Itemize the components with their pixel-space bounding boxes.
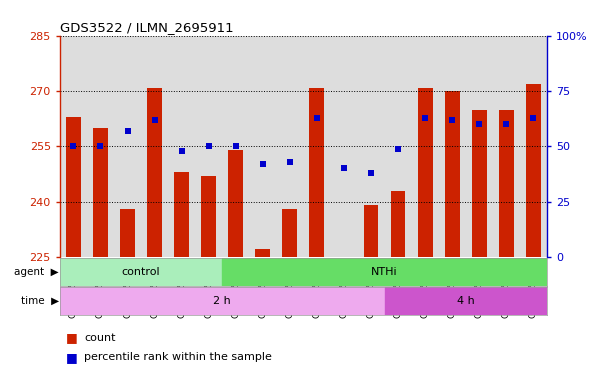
Bar xyxy=(60,36,87,257)
Bar xyxy=(201,176,216,257)
Bar xyxy=(412,36,439,257)
Text: ■: ■ xyxy=(66,351,78,364)
Bar xyxy=(87,36,114,257)
Bar xyxy=(384,36,412,257)
Bar xyxy=(168,36,195,257)
Text: control: control xyxy=(122,267,160,277)
Bar xyxy=(66,117,81,257)
Bar xyxy=(526,84,541,257)
Text: count: count xyxy=(84,333,116,343)
Bar xyxy=(439,36,466,257)
Text: time  ▶: time ▶ xyxy=(21,296,59,306)
Bar xyxy=(93,128,108,257)
Bar xyxy=(222,258,547,286)
Bar xyxy=(114,36,141,257)
Bar xyxy=(492,36,520,257)
Bar xyxy=(309,88,324,257)
Text: NTHi: NTHi xyxy=(371,267,398,277)
Bar xyxy=(60,258,222,286)
Bar xyxy=(120,209,135,257)
Bar xyxy=(249,36,276,257)
Bar xyxy=(60,287,384,315)
Text: 2 h: 2 h xyxy=(213,296,231,306)
Bar xyxy=(141,36,168,257)
Bar xyxy=(147,88,162,257)
Bar xyxy=(357,36,384,257)
Bar xyxy=(466,36,492,257)
Bar xyxy=(445,91,459,257)
Bar xyxy=(520,36,547,257)
Bar xyxy=(384,287,547,315)
Bar xyxy=(331,36,357,257)
Bar xyxy=(255,249,270,257)
Bar xyxy=(472,110,486,257)
Bar xyxy=(174,172,189,257)
Bar xyxy=(364,205,378,257)
Bar xyxy=(222,36,249,257)
Text: percentile rank within the sample: percentile rank within the sample xyxy=(84,352,272,362)
Bar xyxy=(304,36,331,257)
Bar xyxy=(499,110,514,257)
Text: 4 h: 4 h xyxy=(457,296,475,306)
Bar xyxy=(282,209,298,257)
Text: agent  ▶: agent ▶ xyxy=(14,267,59,277)
Bar xyxy=(229,150,243,257)
Bar xyxy=(276,36,304,257)
Bar xyxy=(195,36,222,257)
Bar xyxy=(418,88,433,257)
Text: ■: ■ xyxy=(66,331,78,344)
Text: GDS3522 / ILMN_2695911: GDS3522 / ILMN_2695911 xyxy=(60,21,233,34)
Bar xyxy=(390,190,406,257)
